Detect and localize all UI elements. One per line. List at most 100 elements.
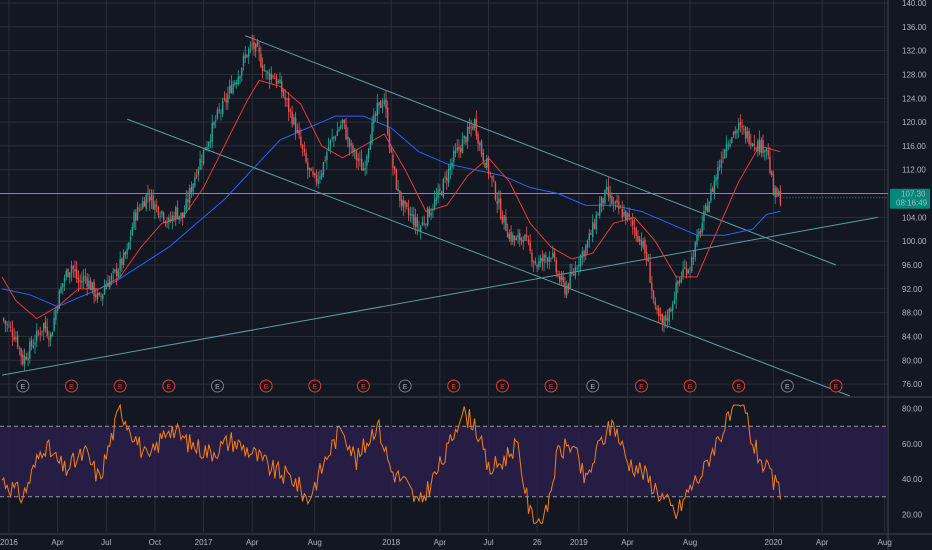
candle-body <box>729 143 731 147</box>
candle-body <box>569 273 571 289</box>
candle-body <box>291 111 293 125</box>
candle-body <box>548 256 551 262</box>
candle-body <box>666 318 669 321</box>
rsi-panel[interactable] <box>0 403 888 524</box>
price-tick-label: 88.00 <box>902 309 923 318</box>
earnings-marker-label: E <box>736 384 741 391</box>
time-tick-label: Jul <box>483 538 493 547</box>
time-tick-label: 2018 <box>382 538 400 547</box>
candle-body <box>456 147 458 151</box>
candle-body <box>628 213 630 217</box>
candle-body <box>333 136 335 139</box>
candlesticks <box>3 34 782 371</box>
candle-body <box>20 348 22 357</box>
candle-body <box>722 157 724 159</box>
candle-body <box>253 41 255 50</box>
candle-body <box>392 154 394 168</box>
candle-body <box>303 149 306 152</box>
candle-body <box>324 159 326 162</box>
earnings-marker-icon <box>65 379 78 393</box>
candle-body <box>413 214 415 226</box>
candle-body <box>689 268 691 270</box>
earnings-marker-icon <box>634 379 648 393</box>
candle-body <box>287 97 290 112</box>
candle-body <box>435 197 438 201</box>
candle-body <box>56 306 59 311</box>
candle-body <box>178 215 180 220</box>
candle-body <box>619 207 622 209</box>
candle-body <box>489 172 491 175</box>
price-tick-label: 76.00 <box>902 380 923 389</box>
candle-body <box>115 268 118 277</box>
candle-body <box>296 130 299 133</box>
candle-body <box>74 269 76 272</box>
candle-body <box>663 316 665 325</box>
candle-body <box>470 126 472 128</box>
earnings-marker-label: E <box>500 384 505 391</box>
candle-body <box>67 269 69 277</box>
candle-body <box>263 70 266 72</box>
candle-body <box>286 98 288 100</box>
time-tick-label: 2016 <box>0 538 18 547</box>
candle-body <box>239 76 241 79</box>
candle-body <box>739 121 742 126</box>
candle-body <box>576 268 578 270</box>
candle-body <box>215 120 217 122</box>
candle-body <box>731 137 733 143</box>
candle-body <box>319 176 321 179</box>
candle-body <box>553 252 556 259</box>
candle-body <box>400 199 403 206</box>
candle-body <box>407 208 410 215</box>
candle-body <box>237 76 239 85</box>
price-tick-label: 92.00 <box>902 285 923 294</box>
price-tick-label: 112.00 <box>902 166 926 175</box>
candle-body <box>590 233 592 235</box>
candle-body <box>769 156 771 174</box>
candle-body <box>454 150 457 154</box>
earnings-marker-label: E <box>118 384 123 391</box>
candle-body <box>136 206 139 221</box>
candle-body <box>661 314 663 324</box>
candle-body <box>63 277 66 283</box>
candle-body <box>3 318 5 321</box>
time-tick-label: 2019 <box>570 538 588 547</box>
candle-body <box>51 332 54 337</box>
candle-body <box>171 215 173 222</box>
candle-body <box>343 119 345 124</box>
candle-body <box>348 138 351 147</box>
candle-body <box>126 248 128 255</box>
candle-body <box>491 176 493 179</box>
candle-body <box>546 258 549 262</box>
candle-body <box>96 293 99 300</box>
candle-body <box>329 139 332 146</box>
candle-body <box>185 198 187 211</box>
candle-body <box>524 234 526 241</box>
candle-body <box>637 235 639 242</box>
candle-body <box>53 318 55 331</box>
candle-body <box>192 183 194 192</box>
rsi-axis[interactable]: 20.00 40.00 60.00 80.00 <box>902 405 923 520</box>
candle-body <box>102 294 104 299</box>
candle-body <box>541 258 544 262</box>
candle-body <box>98 292 100 296</box>
candle-body <box>588 233 590 241</box>
earnings-marker-icon <box>683 379 697 393</box>
candle-body <box>138 208 140 210</box>
candle-body <box>175 207 177 220</box>
earnings-marker-label: E <box>549 384 554 391</box>
candle-body <box>275 76 278 85</box>
candle-body <box>232 83 234 94</box>
candle-body <box>173 215 175 220</box>
candle-body <box>468 126 471 129</box>
candle-body <box>223 98 226 100</box>
price-axis[interactable]: 76.00 80.00 84.00 88.00 92.00 96.00 100.00 104.… <box>780 0 927 389</box>
earnings-marker-label: E <box>21 384 26 391</box>
candle-body <box>762 139 764 153</box>
candle-body <box>279 79 281 84</box>
time-axis[interactable]: 2016 Apr Jul Oct 2017 Apr Aug 2018 Apr Jul 26 2019 A… <box>0 538 892 547</box>
time-tick-label: Apr <box>246 538 259 547</box>
candle-body <box>4 320 7 324</box>
candle-body <box>209 140 212 142</box>
trendlines[interactable] <box>1 35 878 397</box>
